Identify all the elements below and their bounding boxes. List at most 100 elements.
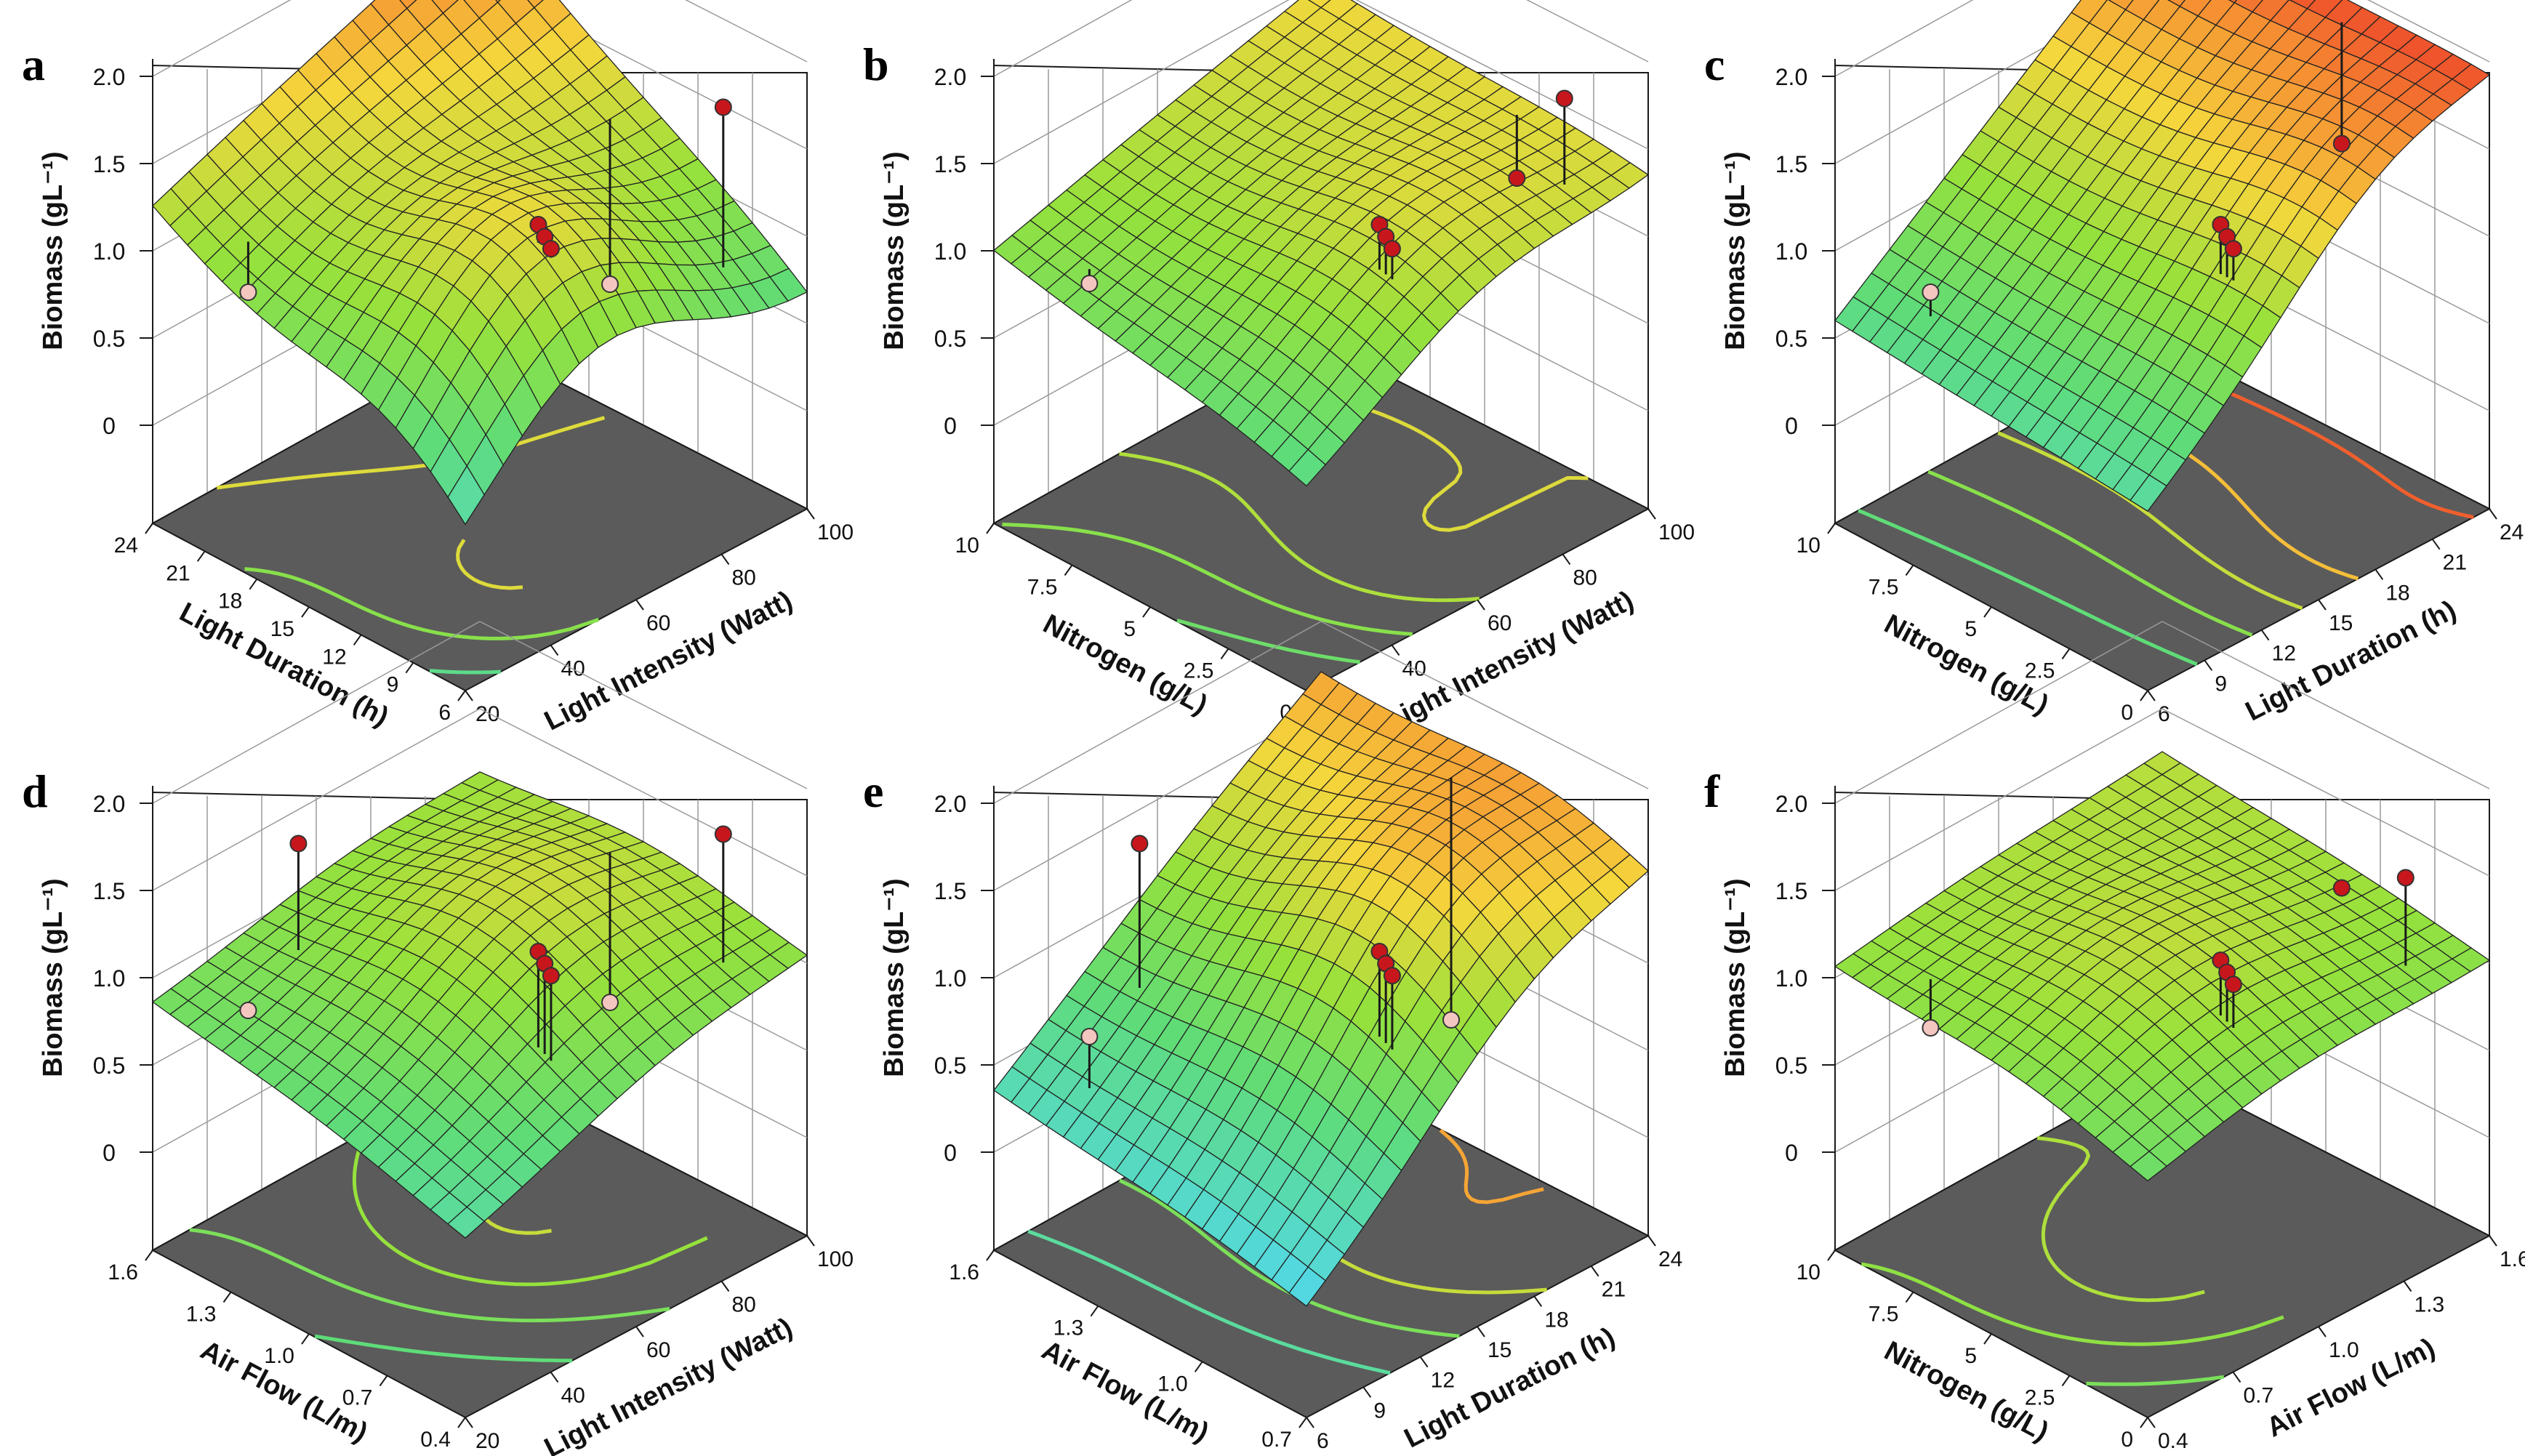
- z-tick-label: 0: [944, 1140, 957, 1166]
- y-tick: [720, 553, 730, 566]
- design-point-above: [289, 834, 308, 853]
- z-tick-label: 2.0: [934, 64, 966, 90]
- contour-line: [1027, 1229, 1391, 1375]
- z-tick-label: 0: [1785, 1140, 1798, 1166]
- x-tick-label: 2.5: [2025, 659, 2055, 683]
- y-tick: [2489, 508, 2497, 520]
- y-tick-label: 9: [1373, 1399, 1386, 1423]
- design-point-above: [2396, 869, 2414, 887]
- y-tick: [2403, 1280, 2412, 1292]
- y-tick: [1477, 599, 1485, 611]
- x-tick: [1983, 606, 1992, 618]
- design-point-below: [601, 275, 619, 293]
- x-tick-label: 10: [1797, 534, 1821, 558]
- z-tick-label: 0.5: [1775, 326, 1807, 352]
- z-tick-label: 2.0: [93, 64, 125, 90]
- x-tick-label: 10: [955, 534, 979, 558]
- z-axis-label: Biomass (gL⁻¹): [1720, 151, 1751, 350]
- grid-line: [993, 621, 1649, 804]
- y-tick: [1391, 644, 1400, 656]
- x-tick: [196, 550, 206, 562]
- y-tick: [550, 1371, 559, 1383]
- x-tick: [1298, 1417, 1307, 1428]
- y-tick-label: 1.3: [2414, 1293, 2445, 1317]
- x-tick: [1142, 606, 1151, 618]
- x-tick-label: 0.7: [342, 1386, 373, 1410]
- y-tick: [465, 690, 473, 701]
- x-tick-label: 21: [166, 561, 190, 585]
- surface-cell: [2129, 1151, 2168, 1182]
- y-tick-label: 12: [1431, 1369, 1455, 1393]
- z-tick-label: 0.5: [93, 1053, 125, 1079]
- grid-line: [1834, 708, 2490, 891]
- design-point-above: [1383, 240, 1401, 258]
- y-tick-label: 6: [2158, 702, 2170, 726]
- y-tick-label: 18: [2385, 581, 2409, 605]
- x-tick: [249, 579, 258, 590]
- z-tick-label: 0: [1785, 413, 1798, 439]
- contour-line: [1002, 522, 1413, 636]
- design-point-above: [2332, 879, 2351, 897]
- x-tick-label: 0: [2121, 701, 2133, 725]
- x-tick: [301, 1333, 310, 1345]
- design-point-below: [1080, 275, 1099, 292]
- y-tick: [1562, 553, 1571, 566]
- contour-line: [429, 669, 501, 675]
- surface-cell: [1288, 1266, 1327, 1307]
- grid-line: [1834, 621, 2490, 804]
- contour-line: [244, 567, 600, 640]
- x-tick-label: 18: [218, 590, 242, 614]
- x-tick: [2061, 1375, 2071, 1387]
- design-point-above: [714, 825, 732, 843]
- response-surface: [1834, 0, 2491, 512]
- y-tick: [1419, 1356, 1429, 1368]
- grid-line: [1834, 0, 2490, 77]
- response-surface: [992, 0, 1650, 487]
- y-tick-label: 6: [1317, 1429, 1329, 1453]
- design-point-above: [542, 967, 560, 985]
- design-point-below: [1442, 1011, 1460, 1029]
- contour-line: [314, 1334, 573, 1363]
- z-tick-label: 2.0: [1775, 64, 1807, 90]
- contour-line: [1119, 451, 1480, 603]
- grid-line: [152, 0, 808, 77]
- grid-line: [993, 0, 1649, 164]
- contour-line: [1860, 1262, 2284, 1346]
- panel-letter: d: [22, 765, 48, 817]
- y-tick: [550, 644, 559, 656]
- x-tick: [2140, 1417, 2148, 1428]
- design-point-above: [1383, 967, 1401, 985]
- x-tick-label: 15: [270, 617, 294, 641]
- z-tick-label: 0.5: [934, 326, 966, 352]
- z-tick-label: 1.5: [93, 878, 125, 904]
- y-tick-label: 100: [817, 1247, 854, 1271]
- surface-cell: [447, 464, 485, 526]
- y-tick: [806, 508, 815, 520]
- x-tick: [379, 1375, 388, 1387]
- z-tick-label: 1.0: [1775, 965, 1807, 992]
- grid-line: [993, 0, 1649, 77]
- contour-line: [2086, 1375, 2225, 1386]
- z-tick-label: 1.0: [934, 965, 966, 992]
- x-tick-label: 1.0: [1157, 1372, 1188, 1396]
- design-point-below: [1922, 283, 1940, 301]
- design-point-above: [1555, 89, 1573, 108]
- contour-line: [455, 539, 523, 590]
- y-tick: [1533, 1295, 1543, 1307]
- x-tick-label: 2.5: [2025, 1386, 2055, 1410]
- contour-line: [1118, 1178, 1460, 1338]
- z-tick-label: 1.0: [1775, 238, 1807, 265]
- z-tick-label: 2.0: [934, 791, 966, 817]
- x-tick-label: 1.0: [264, 1344, 294, 1368]
- z-tick-label: 1.5: [93, 151, 125, 177]
- y-tick: [2147, 690, 2156, 701]
- grid-line: [152, 621, 808, 804]
- x-tick-label: 24: [114, 534, 138, 558]
- x-tick: [1194, 1361, 1203, 1372]
- design-point-above: [2224, 240, 2242, 258]
- design-point-below: [1080, 1028, 1099, 1045]
- panel-letter: f: [1704, 765, 1720, 817]
